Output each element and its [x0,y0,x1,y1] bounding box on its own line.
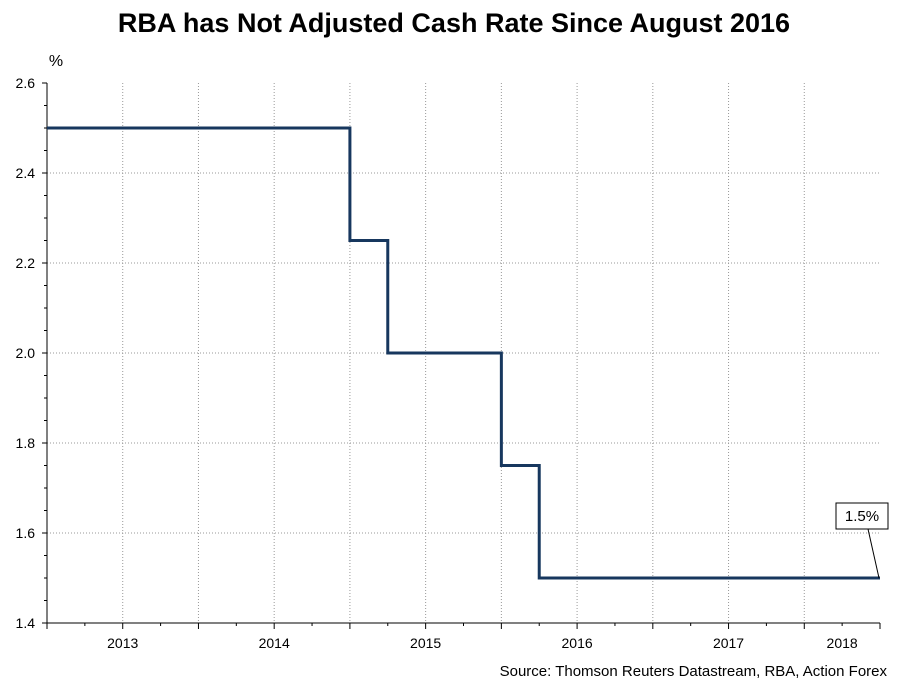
chart-title: RBA has Not Adjusted Cash Rate Since Aug… [118,8,790,38]
y-tick-label: 1.4 [16,615,36,631]
value-callout: 1.5% [835,502,889,579]
x-tick-label: 2013 [107,635,138,651]
y-tick-label: 1.8 [16,435,36,451]
y-tick-label: 2.2 [16,255,36,271]
y-tick-label: 2.0 [16,345,36,361]
gridlines [47,83,880,623]
callout-box [835,502,889,530]
y-tick-label: 2.6 [16,75,36,91]
callout-leader-line [867,528,880,579]
cash-rate-series-line [47,126,880,580]
y-axis-unit-label: % [49,53,63,70]
y-tick-label: 2.4 [16,165,36,181]
x-axis-tick-labels: 2013 2014 2015 2016 2017 2018 [107,635,858,651]
callout-label: 1.5% [845,508,879,525]
x-tick-label: 2017 [713,635,744,651]
y-tick-label: 1.6 [16,525,36,541]
source-note: Source: Thomson Reuters Datastream, RBA,… [500,663,888,680]
y-axis-tick-labels: 1.4 1.6 1.8 2.0 2.2 2.4 2.6 [16,75,36,631]
x-tick-label: 2014 [259,635,290,651]
x-tick-label: 2015 [410,635,441,651]
x-tick-label: 2016 [562,635,593,651]
axes [42,82,881,629]
x-tick-label: 2018 [827,635,858,651]
